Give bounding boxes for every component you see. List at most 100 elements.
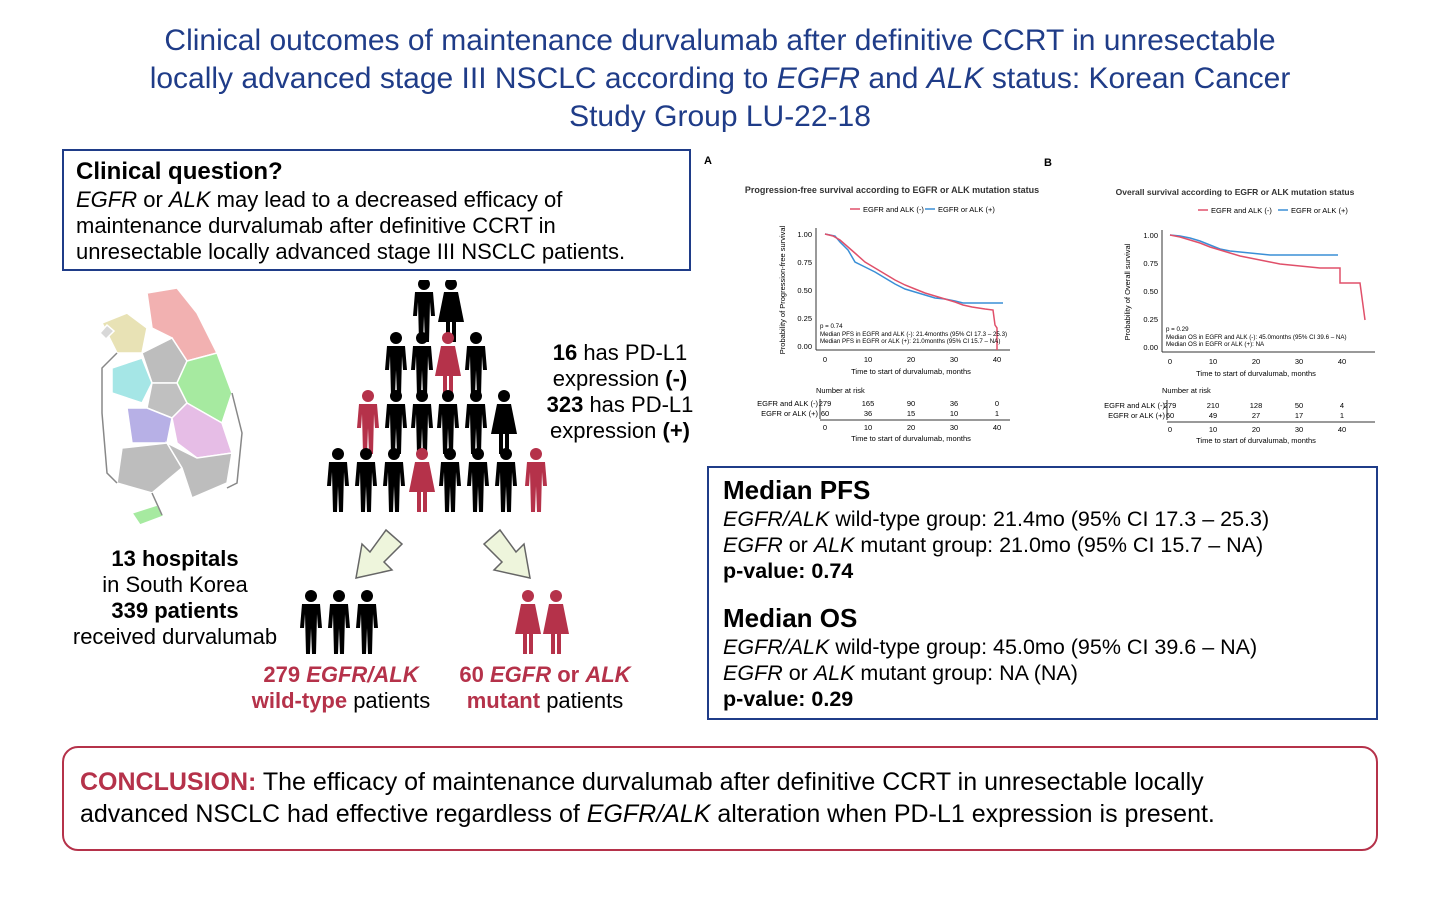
svg-text:Median PFS in EGFR and ALK (-): Median PFS in EGFR and ALK (-): 21.4mont… — [820, 331, 1007, 338]
plot-a-xlabel: Time to start of durvalumab, months — [851, 367, 971, 376]
person-icon — [525, 448, 547, 512]
svg-text:0.00: 0.00 — [797, 342, 812, 351]
map-region-gyeonggi-north — [100, 312, 148, 354]
map-region-gyeongnam — [165, 441, 233, 500]
svg-text:EGFR or ALK (+): EGFR or ALK (+) — [938, 205, 995, 214]
svg-text:0.75: 0.75 — [797, 258, 812, 267]
svg-text:279: 279 — [819, 399, 832, 408]
hospitals-summary: 13 hospitals in South Korea 339 patients… — [72, 546, 278, 649]
svg-text:0: 0 — [995, 399, 999, 408]
person-icon — [383, 448, 405, 512]
person-icon — [411, 390, 433, 454]
svg-text:30: 30 — [950, 355, 958, 364]
svg-text:210: 210 — [1207, 401, 1220, 410]
svg-text:p = 0.29: p = 0.29 — [1166, 326, 1189, 333]
person-icon — [411, 332, 433, 396]
svg-text:17: 17 — [1295, 411, 1303, 420]
svg-text:Time to start of durvalumab, m: Time to start of durvalumab, months — [1196, 436, 1316, 445]
svg-text:1.00: 1.00 — [1143, 231, 1158, 240]
pfs-mutant: EGFR or ALK mutant group: 21.0mo (95% CI… — [723, 533, 1264, 557]
svg-text:0.25: 0.25 — [797, 314, 812, 323]
svg-text:0.00: 0.00 — [1143, 343, 1158, 352]
person-icon — [327, 448, 349, 512]
plot-b-risk-table: EGFR and ALK (-) EGFR or ALK (+) 279 210… — [1104, 400, 1375, 434]
plot-b-curve-negative — [1169, 234, 1366, 321]
svg-text:40: 40 — [993, 423, 1001, 432]
plot-b-legend: EGFR and ALK (-) EGFR or ALK (+) — [1198, 206, 1348, 215]
svg-text:20: 20 — [1252, 425, 1260, 434]
svg-text:10: 10 — [1209, 357, 1217, 366]
person-icon — [438, 280, 464, 342]
map-region-jeju — [130, 504, 166, 526]
plot-b-title: Overall survival according to EGFR or AL… — [1116, 187, 1355, 197]
svg-text:1: 1 — [1340, 411, 1344, 420]
svg-text:90: 90 — [907, 399, 915, 408]
svg-text:60: 60 — [1166, 411, 1174, 420]
results-box: Median PFS EGFR/ALK wild-type group: 21.… — [707, 466, 1378, 720]
plot-a-ylabel: Probability of Progression-free survival — [778, 225, 787, 354]
plot-a-risk-label: Number at risk — [816, 386, 865, 395]
person-icon — [385, 390, 407, 454]
patient-pyramid — [327, 280, 547, 512]
svg-text:0: 0 — [1168, 425, 1172, 434]
svg-text:36: 36 — [950, 399, 958, 408]
svg-text:10: 10 — [864, 423, 872, 432]
plot-a-risk-table: EGFR and ALK (-) EGFR or ALK (+) 279 165… — [757, 399, 1010, 432]
conclusion-label: CONCLUSION: — [80, 768, 257, 796]
svg-text:EGFR and ALK (-): EGFR and ALK (-) — [1211, 206, 1272, 215]
person-icon — [409, 448, 435, 512]
clinical-question-box: Clinical question? EGFR or ALK may lead … — [62, 149, 691, 271]
plot-b-risk-label: Number at risk — [1162, 386, 1211, 395]
plot-a-title: Progression-free survival according to E… — [745, 185, 1039, 195]
pfs-wild-type: EGFR/ALK wild-type group: 21.4mo (95% CI… — [723, 507, 1270, 531]
wild-type-people-icon — [300, 590, 378, 654]
person-icon — [357, 390, 379, 454]
svg-text:20: 20 — [907, 355, 915, 364]
svg-text:EGFR and ALK (-): EGFR and ALK (-) — [1104, 401, 1165, 410]
map-region-jeonnam — [116, 442, 183, 494]
svg-text:49: 49 — [1209, 411, 1217, 420]
os-mutant: EGFR or ALK mutant group: NA (NA) — [723, 661, 1078, 685]
person-icon — [465, 332, 487, 396]
plot-b-xticks: 0 10 20 30 40 — [1168, 357, 1346, 366]
arrow-down-left-icon — [355, 528, 404, 579]
plot-a-xticks: 0 10 20 30 40 — [823, 355, 1001, 364]
svg-text:Median OS in EGFR and ALK (-):: Median OS in EGFR and ALK (-): 45.0month… — [1166, 334, 1347, 341]
map-region-chungnam — [111, 357, 153, 404]
person-icon — [495, 448, 517, 512]
km-plot-os: B Overall survival according to EGFR or … — [1044, 157, 1375, 445]
plot-a-curve-positive — [824, 233, 1003, 304]
svg-text:0.25: 0.25 — [1143, 315, 1158, 324]
south-korea-map — [98, 287, 243, 526]
clinical-question-text: EGFR or ALK may lead to a decreased effi… — [76, 187, 563, 212]
clinical-question-heading: Clinical question? — [76, 158, 283, 185]
svg-text:EGFR and ALK (-): EGFR and ALK (-) — [863, 205, 924, 214]
svg-text:10: 10 — [1209, 425, 1217, 434]
plot-b-curve-positive — [1169, 234, 1338, 256]
svg-text:60: 60 — [821, 409, 829, 418]
svg-text:30: 30 — [1295, 425, 1303, 434]
svg-text:40: 40 — [1338, 357, 1346, 366]
svg-text:EGFR and ALK (-): EGFR and ALK (-) — [757, 399, 818, 408]
km-plot-pfs: A Progression-free survival according to… — [704, 155, 1039, 443]
plot-b-yticks: 1.00 0.75 0.50 0.25 0.00 — [1143, 231, 1158, 352]
plot-b-stats: p = 0.29 Median OS in EGFR and ALK (-): … — [1166, 326, 1347, 348]
person-icon — [467, 448, 489, 512]
svg-text:0: 0 — [1168, 357, 1172, 366]
person-icon — [385, 332, 407, 396]
svg-text:165: 165 — [862, 399, 875, 408]
plot-a-legend: EGFR and ALK (-) EGFR or ALK (+) — [850, 205, 995, 214]
map-region-jeonbuk — [126, 407, 173, 444]
os-p-value: p-value: 0.29 — [723, 687, 854, 711]
person-icon — [465, 390, 487, 454]
svg-text:15: 15 — [907, 409, 915, 418]
mutant-group-label: 60 EGFR or ALK mutant patients — [459, 662, 631, 713]
svg-text:EGFR or ALK (+): EGFR or ALK (+) — [761, 409, 818, 418]
os-heading: Median OS — [723, 603, 858, 633]
svg-text:40: 40 — [1338, 425, 1346, 434]
person-icon — [439, 448, 461, 512]
svg-text:10: 10 — [864, 355, 872, 364]
mutant-people-icon — [515, 590, 569, 654]
svg-text:1: 1 — [995, 409, 999, 418]
svg-text:0.75: 0.75 — [1143, 259, 1158, 268]
